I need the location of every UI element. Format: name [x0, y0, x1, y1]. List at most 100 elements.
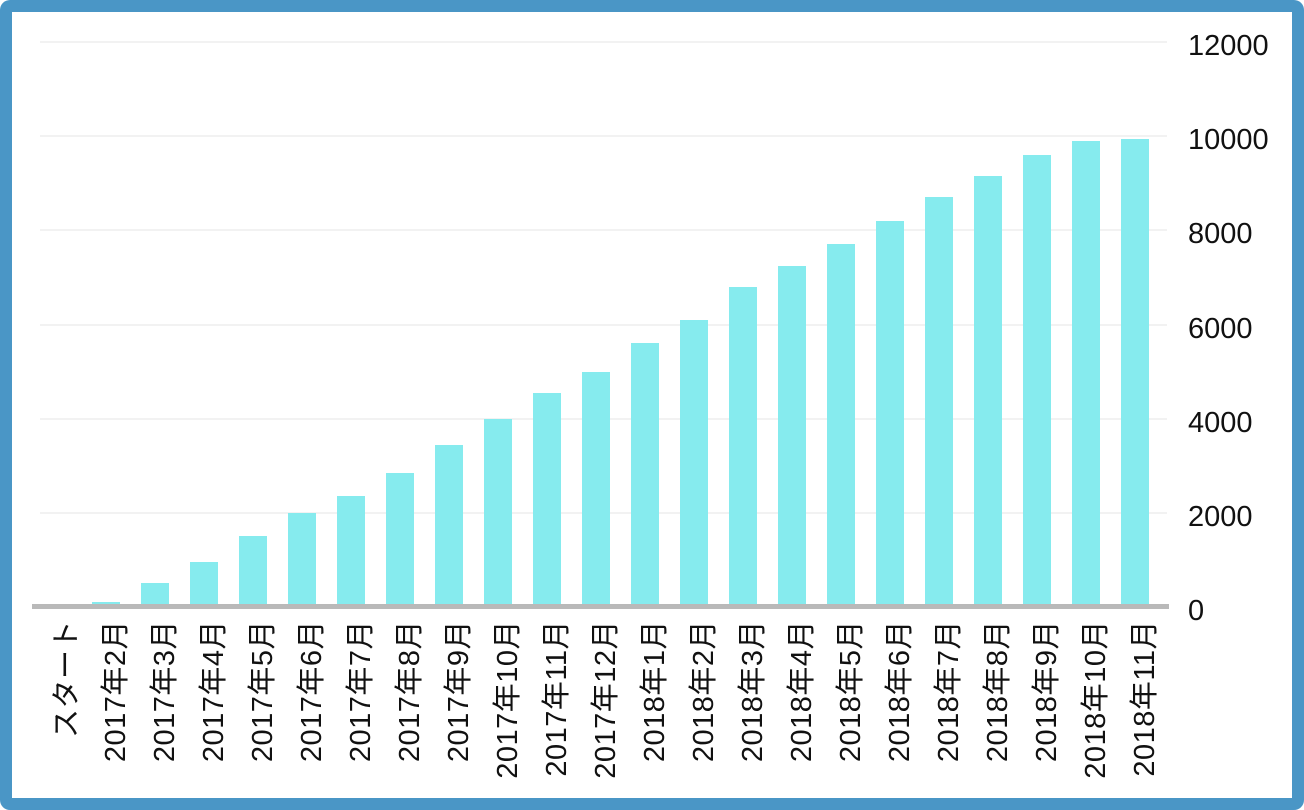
- x-label-slot: 2017年7月: [326, 620, 377, 798]
- bar-2017年6月: [287, 512, 316, 607]
- x-label-slot: 2018年11月: [1110, 620, 1161, 798]
- x-label-slot: 2018年1月: [620, 620, 671, 798]
- x-label-slot: 2017年6月: [277, 620, 328, 798]
- bar-2017年7月: [336, 496, 365, 607]
- x-axis-tick-label: 2018年1月: [638, 620, 671, 763]
- gridline-8000: [40, 229, 1167, 232]
- bar-2017年3月: [140, 583, 169, 607]
- bar-slot: [277, 42, 326, 607]
- bar-slot: [816, 42, 865, 607]
- y-axis-tick-label: 10000: [1188, 124, 1269, 157]
- y-axis-tick-label: 0: [1188, 595, 1205, 627]
- x-label-slot: スタート: [32, 620, 83, 798]
- x-label-slot: 2018年3月: [718, 620, 769, 798]
- x-axis-tick-label: 2018年2月: [687, 620, 720, 763]
- bar-slot: [571, 42, 620, 607]
- bar-slot: [1110, 42, 1159, 607]
- x-axis-baseline: [32, 604, 1169, 609]
- x-axis-tick-label: 2018年3月: [736, 620, 769, 763]
- x-label-slot: 2017年9月: [424, 620, 475, 798]
- bar-slot: [963, 42, 1012, 607]
- bar-slot: [375, 42, 424, 607]
- x-label-slot: 2018年10月: [1061, 620, 1112, 798]
- bar-2018年5月: [826, 244, 855, 607]
- x-axis-tick-label: 2017年2月: [99, 620, 132, 763]
- y-axis-tick-label: 4000: [1188, 406, 1253, 439]
- x-axis-tick-label: 2017年5月: [246, 620, 279, 763]
- x-axis-tick-label: 2017年11月: [540, 620, 573, 777]
- bar-2018年11月: [1120, 138, 1149, 607]
- x-axis-tick-label: 2017年7月: [344, 620, 377, 763]
- gridline-12000: [40, 41, 1167, 43]
- bar-slot: [326, 42, 375, 607]
- bars-container: [32, 42, 1159, 607]
- x-axis-tick-label: 2018年10月: [1079, 620, 1112, 779]
- x-axis-tick-label: 2017年6月: [295, 620, 328, 763]
- x-axis-tick-label: 2017年9月: [442, 620, 475, 763]
- x-label-slot: 2018年6月: [865, 620, 916, 798]
- gridline-6000: [40, 323, 1167, 326]
- bar-2017年11月: [532, 392, 561, 607]
- y-axis-tick-label: 8000: [1188, 218, 1253, 251]
- x-axis-tick-label: 2017年4月: [197, 620, 230, 763]
- bar-slot: [669, 42, 718, 607]
- bar-slot: [914, 42, 963, 607]
- bar-slot: [865, 42, 914, 607]
- x-label-slot: 2017年12月: [571, 620, 622, 798]
- bar-slot: [424, 42, 473, 607]
- x-axis-tick-label: 2018年11月: [1128, 620, 1161, 777]
- bar-2018年10月: [1071, 140, 1100, 607]
- bar-slot: [473, 42, 522, 607]
- x-axis-tick-label: 2018年7月: [932, 620, 965, 763]
- y-axis-labels: 0 2000 4000 6000 8000 10000 12000: [1188, 12, 1298, 798]
- x-label-slot: 2018年2月: [669, 620, 720, 798]
- y-axis-tick-label: 2000: [1188, 500, 1253, 533]
- bar-slot: [32, 42, 81, 607]
- bar-2017年10月: [483, 418, 512, 607]
- bar-2018年8月: [973, 176, 1002, 607]
- x-axis-tick-label: スタート: [50, 620, 83, 739]
- x-axis-tick-label: 2017年10月: [491, 620, 524, 779]
- bar-2018年7月: [924, 197, 953, 607]
- bar-slot: [718, 42, 767, 607]
- bar-2018年3月: [728, 286, 757, 607]
- x-label-slot: 2017年11月: [522, 620, 573, 798]
- x-label-slot: 2017年2月: [81, 620, 132, 798]
- y-axis-tick-label: 12000: [1188, 30, 1269, 62]
- x-axis-labels: スタート 2017年2月 2017年3月 2017年4月 2017年5月 2017年6月 2…: [32, 620, 1161, 798]
- bar-2018年2月: [679, 319, 708, 607]
- chart-canvas: 0 2000 4000 6000 8000 10000 12000 スタート 2017年2月 2…: [12, 12, 1292, 798]
- bar-slot: [130, 42, 179, 607]
- plot-area: [32, 41, 1169, 609]
- x-label-slot: 2017年10月: [473, 620, 524, 798]
- bar-slot: [1012, 42, 1061, 607]
- bar-slot: [228, 42, 277, 607]
- x-label-slot: 2018年5月: [816, 620, 867, 798]
- x-label-slot: 2018年7月: [914, 620, 965, 798]
- x-axis-tick-label: 2017年12月: [589, 620, 622, 779]
- x-label-slot: 2017年4月: [179, 620, 230, 798]
- x-axis-tick-label: 2018年5月: [834, 620, 867, 763]
- x-label-slot: 2017年8月: [375, 620, 426, 798]
- bar-slot: [179, 42, 228, 607]
- bar-slot: [81, 42, 130, 607]
- bar-2017年5月: [238, 536, 267, 607]
- bar-2018年9月: [1022, 155, 1051, 607]
- x-label-slot: 2017年5月: [228, 620, 279, 798]
- x-label-slot: 2018年8月: [963, 620, 1014, 798]
- bar-slot: [522, 42, 571, 607]
- x-axis-tick-label: 2018年4月: [785, 620, 818, 763]
- bar-2017年12月: [581, 371, 610, 607]
- gridline-10000: [40, 135, 1167, 138]
- x-axis-tick-label: 2018年9月: [1030, 620, 1063, 763]
- bar-2017年4月: [189, 562, 218, 607]
- bar-slot: [767, 42, 816, 607]
- bar-2018年1月: [630, 343, 659, 607]
- x-axis-tick-label: 2018年6月: [883, 620, 916, 763]
- x-axis-tick-label: 2017年8月: [393, 620, 426, 763]
- x-label-slot: 2018年4月: [767, 620, 818, 798]
- x-axis-tick-label: 2018年8月: [981, 620, 1014, 763]
- bar-slot: [1061, 42, 1110, 607]
- y-axis-tick-label: 6000: [1188, 312, 1253, 345]
